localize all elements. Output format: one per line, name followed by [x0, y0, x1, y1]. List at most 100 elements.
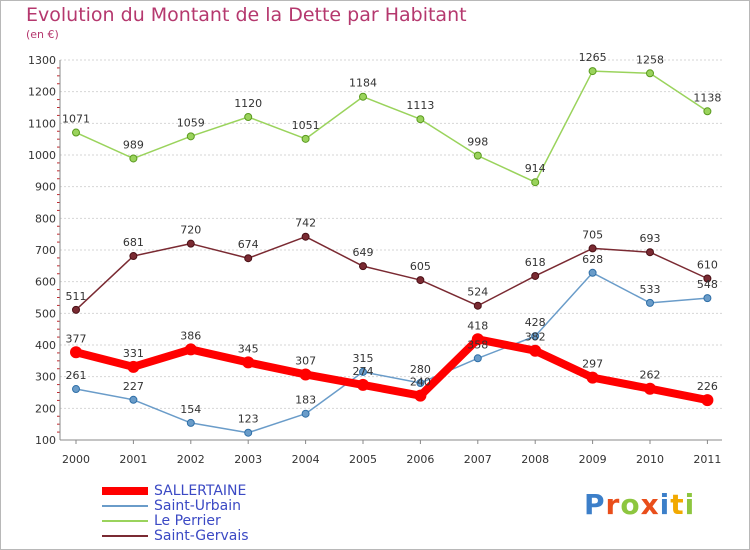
data-label: 240 [410, 376, 431, 389]
series-layer [70, 67, 714, 437]
data-label: 428 [525, 316, 546, 329]
data-label: 1184 [349, 77, 377, 90]
data-label: 280 [410, 363, 431, 376]
data-point [244, 113, 253, 121]
data-point [242, 356, 255, 369]
data-label: 1120 [234, 97, 262, 110]
data-label: 377 [66, 332, 87, 345]
x-tick-label: 2000 [62, 453, 90, 466]
data-point [72, 305, 80, 314]
logo-letter: i [659, 488, 671, 521]
data-point [301, 134, 310, 143]
x-tick-label: 2007 [464, 453, 492, 466]
x-tick-label: 2005 [349, 453, 377, 466]
data-point [644, 382, 656, 395]
series-line [75, 70, 709, 183]
data-point [531, 332, 540, 341]
data-point [701, 394, 714, 407]
data-label: 1265 [579, 51, 607, 64]
data-label: 262 [640, 369, 661, 382]
data-point [529, 344, 542, 357]
data-label: 533 [640, 283, 661, 296]
y-tick-label: 1100 [28, 117, 56, 130]
data-label: 227 [123, 380, 144, 393]
data-point [703, 274, 712, 283]
y-tick-label: 1300 [28, 54, 56, 67]
x-tick-label: 2009 [579, 453, 607, 466]
y-tick-label: 300 [35, 371, 56, 384]
data-point [588, 67, 597, 76]
x-tick-label: 2004 [292, 453, 320, 466]
data-point [129, 395, 138, 404]
logo-letter: i [684, 488, 696, 521]
y-tick-label: 500 [35, 307, 56, 320]
data-label: 524 [467, 286, 488, 299]
x-tick-label: 2006 [406, 453, 434, 466]
y-tick-label: 800 [35, 212, 56, 225]
y-tick-label: 200 [35, 402, 56, 415]
data-point [471, 333, 484, 346]
logo-letter: o [620, 488, 641, 521]
series-line [72, 335, 712, 405]
data-label: 511 [66, 290, 87, 303]
data-point [416, 115, 425, 124]
data-point [186, 132, 195, 141]
data-point [72, 128, 80, 137]
data-label: 382 [525, 331, 546, 344]
data-point [703, 107, 712, 116]
data-label: 548 [697, 278, 718, 291]
series-line [75, 235, 709, 311]
data-label: 998 [467, 136, 488, 149]
data-label: 1059 [177, 116, 205, 129]
data-point [184, 343, 197, 356]
logo-letter: P [584, 488, 606, 521]
data-label: 914 [525, 162, 546, 175]
series-line [75, 272, 709, 434]
data-label-layer: 261 227 154 123 183 315 280 358 428 628 533 548 1071… [62, 51, 721, 426]
data-point [244, 428, 253, 437]
legend-swatch [102, 487, 148, 495]
data-label: 386 [180, 329, 201, 342]
x-tick-label: 2003 [234, 453, 262, 466]
legend-label: Saint-Gervais [154, 528, 249, 544]
data-point [70, 346, 82, 359]
data-point [473, 354, 482, 363]
data-label: 358 [467, 338, 488, 351]
x-tick-label: 2010 [636, 453, 664, 466]
legend-swatch [102, 535, 148, 537]
proxiti-logo: Proxiti [584, 488, 695, 521]
data-point [531, 178, 540, 187]
data-point [186, 239, 195, 248]
data-point [244, 254, 253, 263]
data-label: 742 [295, 217, 316, 230]
data-label: 1258 [636, 53, 664, 66]
data-point [416, 379, 425, 387]
data-point [359, 92, 367, 101]
data-label: 331 [123, 347, 144, 360]
x-tick-label: 2001 [119, 453, 147, 466]
data-label: 720 [180, 224, 201, 237]
data-label: 1113 [406, 99, 434, 112]
data-label: 1071 [62, 113, 90, 126]
data-point [127, 360, 140, 373]
data-label: 618 [525, 256, 546, 269]
data-label: 183 [295, 394, 316, 407]
axis-layer: 100 200 300 400 500 600 700 800 900 1000 1100 1200 1… [28, 54, 722, 466]
data-point [588, 268, 597, 277]
data-label: 1138 [693, 91, 721, 104]
data-label: 674 [238, 238, 259, 251]
data-point [129, 154, 138, 163]
chart-unit-label: (en €) [26, 28, 59, 41]
data-label: 307 [295, 354, 316, 367]
data-label: 1051 [292, 119, 320, 132]
data-point [646, 298, 654, 307]
data-point [531, 271, 540, 280]
data-point [414, 389, 427, 402]
logo-letter: r [605, 488, 621, 521]
data-point [299, 368, 312, 381]
data-point [473, 151, 482, 160]
data-point [416, 276, 425, 285]
data-label: 274 [353, 365, 374, 378]
data-label: 297 [582, 358, 603, 371]
